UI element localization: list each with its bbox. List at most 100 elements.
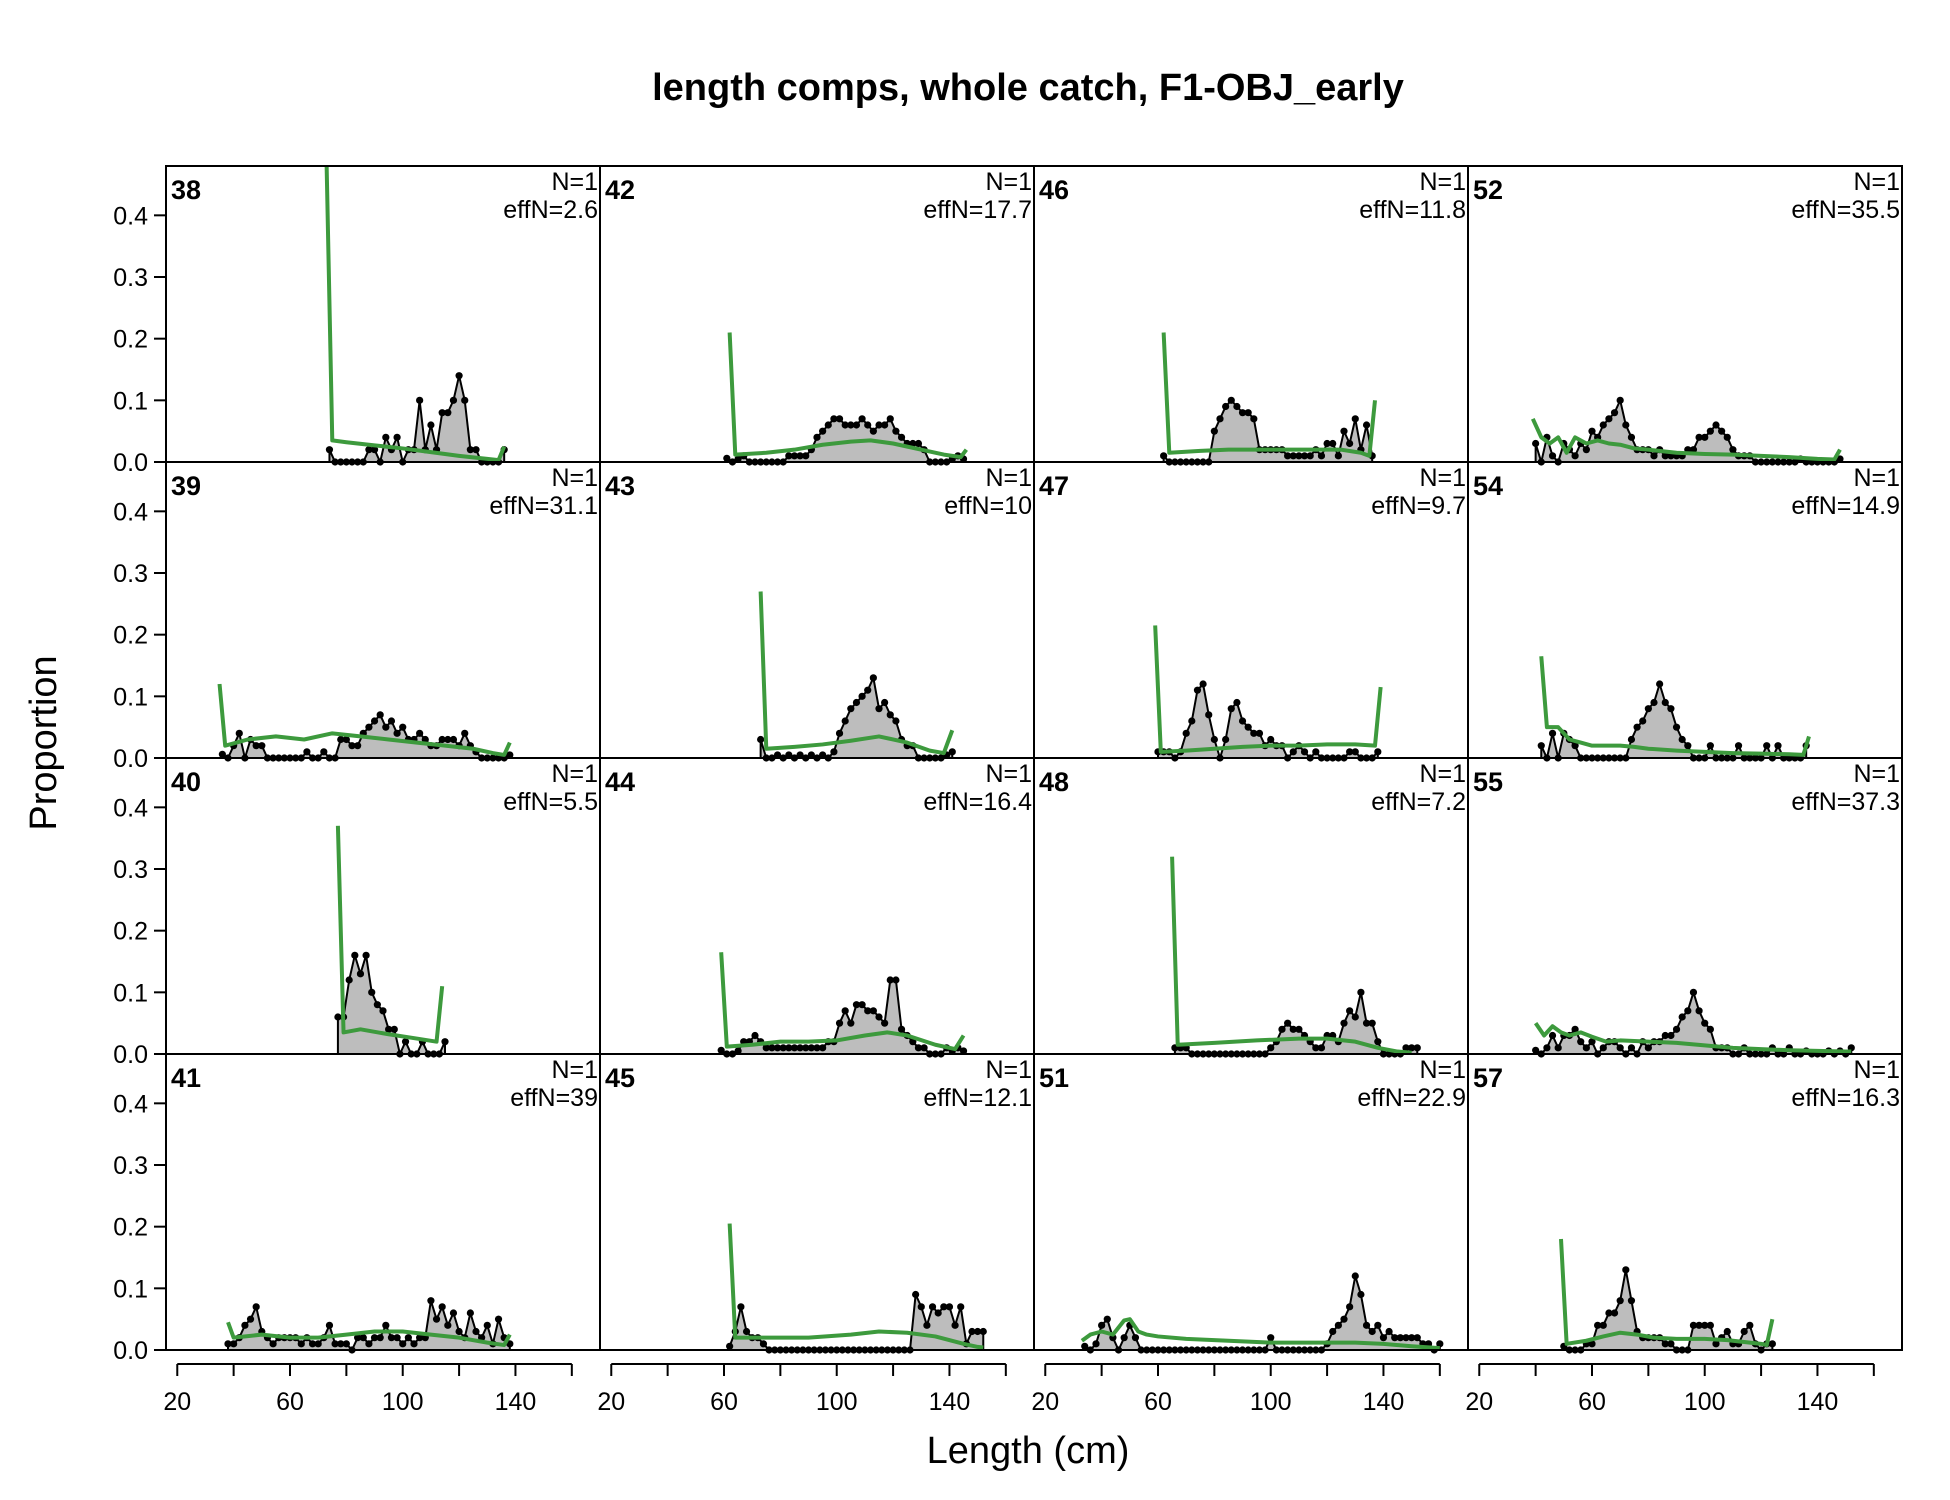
observed-point <box>235 729 243 737</box>
observed-point <box>1255 729 1264 737</box>
x-tick-label: 60 <box>1144 1388 1172 1416</box>
observed-point <box>345 976 353 984</box>
observed-point <box>807 1044 815 1052</box>
observed-point <box>1532 439 1540 448</box>
observed-point <box>494 1315 503 1323</box>
observed-point <box>1577 1038 1585 1046</box>
observed-point <box>1396 1334 1404 1342</box>
observed-point <box>449 1309 458 1317</box>
panel-effn-label: effN=16.4 <box>923 788 1032 816</box>
observed-point <box>835 729 844 737</box>
observed-point <box>802 452 810 460</box>
observed-point <box>370 1334 379 1342</box>
panel-label: 41 <box>171 1063 201 1093</box>
expected-line <box>719 952 966 1052</box>
observed-point <box>773 1044 782 1052</box>
x-axis-col-4: 20 60 100 140 <box>1465 1363 1875 1416</box>
observed-point <box>444 1321 452 1329</box>
observed-point <box>1205 711 1213 719</box>
observed-point <box>796 1044 804 1052</box>
observed-point <box>1267 1044 1275 1052</box>
observed-point <box>427 1297 435 1305</box>
observed-point <box>875 1013 883 1021</box>
observed-point <box>1368 1019 1376 1027</box>
observed-point <box>441 1038 449 1046</box>
observed-point <box>824 421 832 429</box>
observed-point <box>1289 1025 1297 1033</box>
observed-point <box>957 1303 965 1311</box>
observed-point <box>790 1044 799 1052</box>
observed-point <box>1599 421 1607 429</box>
observed-point <box>362 951 370 959</box>
observed-point <box>1571 452 1579 460</box>
observed-point <box>968 1327 976 1336</box>
observed-point <box>351 951 359 959</box>
observed-point <box>376 1334 384 1342</box>
observed-point <box>1718 427 1726 435</box>
y-axis-label: Proportion <box>23 655 65 830</box>
observed-point <box>455 372 463 380</box>
expected-line <box>727 332 968 460</box>
observed-point <box>401 1038 410 1046</box>
observed-point <box>852 698 861 707</box>
observed-point <box>1357 1290 1365 1299</box>
y-tick-label: 0.1 <box>113 1275 148 1303</box>
observed-point <box>390 1025 398 1033</box>
y-tick-label: 0.3 <box>113 856 148 884</box>
panel-label: 45 <box>605 1063 635 1093</box>
observed-point <box>1379 1334 1388 1342</box>
observed-points <box>757 674 956 762</box>
observed-point <box>734 455 742 463</box>
observed-point <box>1701 1019 1709 1027</box>
observed-point <box>334 1013 342 1021</box>
observed-point <box>1391 1334 1399 1342</box>
observed-point <box>897 433 906 441</box>
observed-point <box>1661 698 1669 707</box>
observed-point <box>382 433 390 441</box>
observed-point <box>303 748 311 756</box>
observed-point <box>726 1342 734 1350</box>
observed-point <box>427 421 435 429</box>
panel-n-label: N=1 <box>985 464 1032 492</box>
observed-point <box>1667 1340 1675 1348</box>
observed-point <box>1346 1007 1354 1015</box>
observed-point <box>1357 988 1365 996</box>
observed-point <box>1610 409 1619 417</box>
observed-point <box>864 421 872 429</box>
observed-point <box>354 1334 362 1342</box>
observed-point <box>1588 427 1596 435</box>
observed-point <box>297 1340 305 1348</box>
observed-point <box>1571 1025 1579 1033</box>
observed-point <box>737 1303 745 1311</box>
observed-point <box>779 1044 787 1052</box>
observed-point <box>1182 729 1190 737</box>
panel-label: 55 <box>1473 767 1503 797</box>
observed-point <box>224 1340 232 1348</box>
observed-point <box>252 1303 260 1311</box>
observed-point <box>1267 1334 1275 1342</box>
observed-point <box>1537 742 1545 750</box>
panel-effn-label: effN=35.5 <box>1791 196 1900 224</box>
panel-n-label: N=1 <box>551 168 598 196</box>
observed-point <box>483 1321 491 1329</box>
observed-point <box>1340 1019 1348 1027</box>
y-tick-label: 0.4 <box>113 498 148 526</box>
observed-point <box>1413 1334 1421 1342</box>
observed-point <box>920 1044 928 1052</box>
observed-point <box>847 421 855 429</box>
y-tick-label: 0.2 <box>113 326 148 354</box>
observed-point <box>1701 1321 1709 1329</box>
observed-point <box>1120 1334 1128 1342</box>
observed-point <box>909 439 917 448</box>
observed-point <box>1678 1013 1686 1021</box>
y-tick-label: 0.0 <box>113 1337 148 1365</box>
expected-line <box>1161 332 1377 458</box>
panel-effn-label: effN=11.8 <box>1359 196 1466 224</box>
observed-point <box>1729 446 1737 454</box>
observed-point <box>1385 1327 1393 1336</box>
